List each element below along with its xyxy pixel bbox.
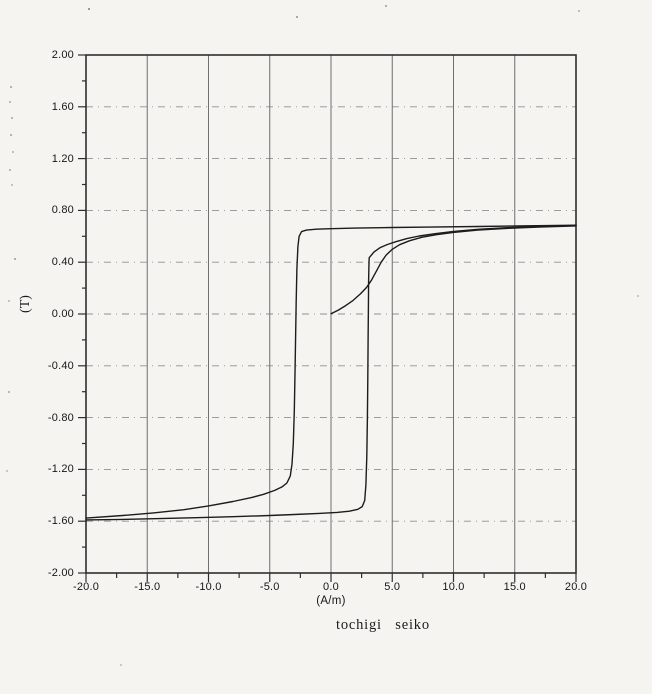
x-tick-label: 0.0 bbox=[323, 581, 339, 593]
x-axis-unit-label: (A/m) bbox=[316, 595, 346, 607]
x-tick-label: -15.0 bbox=[134, 581, 161, 593]
y-tick-label: 2.00 bbox=[51, 49, 74, 61]
y-tick-label: -1.60 bbox=[47, 515, 74, 528]
grid-horizontal bbox=[86, 106, 576, 522]
y-tick-label: -0.40 bbox=[47, 359, 74, 372]
grid-vertical bbox=[146, 55, 516, 573]
plot-area bbox=[78, 54, 577, 582]
y-tick-label: 0.80 bbox=[51, 204, 74, 217]
y-tick-label: -1.20 bbox=[47, 463, 74, 476]
x-tick-label: -20.0 bbox=[72, 581, 100, 593]
y-tick-label: -2.00 bbox=[47, 567, 74, 579]
figure-caption: tochigi seiko bbox=[336, 617, 430, 633]
x-tick-label: 10.0 bbox=[442, 581, 465, 593]
y-axis-unit-label: (T) bbox=[18, 295, 33, 313]
y-tick-label: -0.80 bbox=[47, 411, 74, 424]
axis-ticks bbox=[78, 54, 577, 582]
x-tick-label: 20.0 bbox=[564, 581, 588, 593]
x-tick-label: 15.0 bbox=[503, 581, 526, 593]
x-tick-label: 5.0 bbox=[384, 581, 401, 593]
y-tick-label: 0.40 bbox=[51, 256, 74, 269]
curve-hysteresis-ascending-branch bbox=[85, 224, 577, 521]
y-tick-label: 1.60 bbox=[51, 100, 74, 113]
scan-noise-specks bbox=[0, 0, 2, 2]
x-tick-label: -10.0 bbox=[195, 581, 222, 593]
x-tick-label: -5.0 bbox=[259, 581, 280, 593]
y-tick-label: 1.20 bbox=[51, 152, 74, 165]
curve-hysteresis-descending-branch bbox=[85, 224, 577, 519]
y-tick-label: 0.00 bbox=[51, 308, 74, 320]
curve-initial-magnetization-curve bbox=[330, 225, 577, 315]
